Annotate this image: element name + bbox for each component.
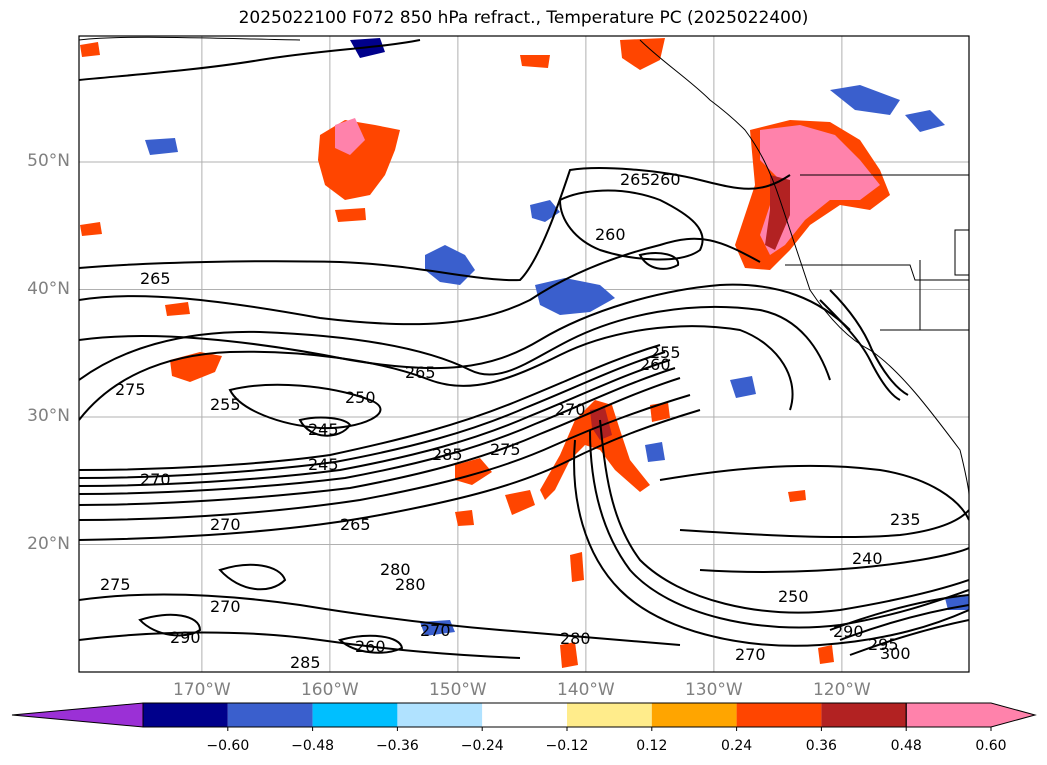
contour-label: 285: [432, 445, 463, 464]
contour-label: 235: [890, 510, 921, 529]
contour-label: 275: [490, 440, 521, 459]
colorbar-segment: [227, 703, 313, 727]
contour-label: 270: [210, 597, 241, 616]
colorbar-tick-label: 0.36: [805, 738, 837, 754]
longitude-label: 150°W: [428, 680, 487, 700]
latitude-label: 20°N: [27, 533, 70, 554]
contour-label: 260: [640, 355, 671, 374]
colorbar-segment: [736, 703, 822, 727]
longitude-label: 160°W: [300, 680, 359, 700]
contour-label: 280: [380, 560, 411, 579]
colorbar-tick-label: −0.48: [291, 738, 335, 754]
contour-label: 275: [115, 380, 146, 399]
contour-label: 250: [778, 587, 809, 606]
colorbar-segment: [821, 703, 907, 727]
contour-label: 255: [210, 395, 241, 414]
latitude-label: 40°N: [27, 278, 70, 299]
contour-label: 290: [833, 622, 864, 641]
contour-label: 260: [650, 170, 681, 189]
colorbar-segment: [312, 703, 398, 727]
longitude-label: 170°W: [172, 680, 231, 700]
contour-label: 270: [140, 470, 171, 489]
plot-frame: [78, 35, 970, 673]
contour-label: 260: [355, 637, 386, 656]
contour-label: 270: [735, 645, 766, 664]
longitude-label: 130°W: [684, 680, 743, 700]
colorbar-tick-label: 0.48: [890, 738, 922, 754]
contour-label: 280: [560, 629, 591, 648]
contour-label: 265: [140, 269, 171, 288]
contour-label: 265: [340, 515, 371, 534]
colorbar-segment: [482, 703, 567, 727]
colorbar-segment: [567, 703, 652, 727]
contour-label: 270: [210, 515, 241, 534]
colorbar-tick-label: −0.24: [460, 738, 504, 754]
contour-label: 270: [555, 400, 586, 419]
latitude-label: 30°N: [27, 406, 70, 426]
contour-label: 275: [100, 575, 131, 594]
contour-label: 245: [308, 455, 339, 474]
contour-label: 265: [405, 363, 436, 382]
longitude-label: 140°W: [556, 680, 615, 700]
colorbar-tick-label: 0.24: [721, 738, 753, 754]
colorbar-tick-label: −0.36: [375, 738, 419, 754]
longitude-label: 120°W: [812, 680, 871, 700]
contour-label: 250: [345, 388, 376, 407]
map-title: 2025022100 F072 850 hPa refract., Temper…: [238, 8, 809, 28]
colorbar-segment: [397, 703, 483, 727]
colorbar-frame: [142, 702, 907, 728]
colorbar-tick-label: −0.12: [545, 738, 589, 754]
contour-label: 290: [170, 628, 201, 647]
temperature-contours: [79, 39, 969, 659]
contour-label: 255: [650, 343, 681, 362]
contour-label: 270: [420, 621, 451, 640]
colorbar-extend-low: [11, 702, 144, 728]
contour-label: 280: [395, 575, 426, 594]
contour-label: 240: [852, 549, 883, 568]
colorbar-tick-label: 0.60: [975, 738, 1007, 754]
contour-label: 265: [620, 170, 651, 189]
colorbar-tick-label: 0.12: [636, 738, 668, 754]
colorbar-segment: [651, 703, 737, 727]
latitude-label: 50°N: [27, 151, 70, 171]
contour-label: 300: [880, 644, 911, 663]
colorbar-extend-high: [905, 702, 1037, 728]
contour-label: 245: [308, 420, 339, 439]
colorbar-segment: [143, 703, 228, 727]
shaded-anomalies: [80, 38, 969, 668]
coastlines: [79, 36, 969, 496]
contour-label: 295: [868, 635, 899, 654]
contour-label: 260: [595, 225, 626, 244]
contour-label: 285: [290, 653, 321, 672]
colorbar-tick-label: −0.60: [206, 738, 250, 754]
